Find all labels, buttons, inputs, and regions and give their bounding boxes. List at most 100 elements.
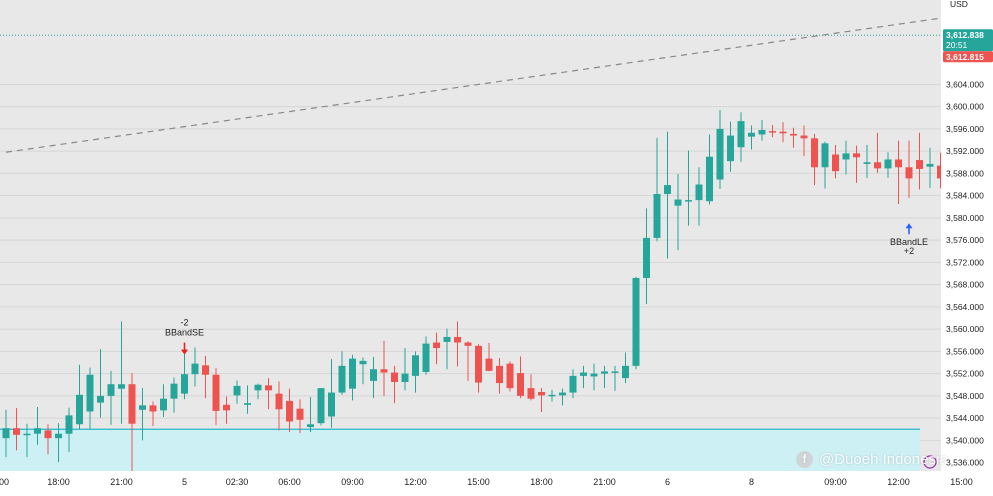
y-tick-label: 3,568.000: [946, 280, 984, 290]
x-tick-label: 6: [665, 477, 670, 487]
candle: [507, 361, 514, 391]
candle-body: [675, 200, 682, 206]
candle-body: [34, 428, 41, 434]
candle-body: [570, 376, 577, 393]
candle-body: [538, 392, 545, 395]
candle-body: [759, 130, 766, 134]
x-tick-label: 09:00: [341, 477, 364, 487]
candle-body: [528, 388, 535, 399]
candle-body: [895, 159, 902, 167]
y-tick-label: 3,604.000: [946, 79, 984, 89]
watermark: f @Duoeh Indonesia: [796, 449, 948, 469]
support-zone: [0, 429, 920, 471]
candle-body: [339, 366, 346, 393]
x-tick-label: 18:00: [530, 477, 553, 487]
candle-body: [906, 167, 913, 178]
candle-body: [843, 153, 850, 159]
candle-body: [13, 428, 20, 435]
candle-body: [580, 373, 587, 376]
candle-body: [454, 337, 461, 343]
x-tick-label: 8: [749, 477, 754, 487]
y-tick-label: 3,536.000: [946, 458, 984, 468]
candle-body: [927, 164, 934, 167]
candle-body: [402, 374, 409, 382]
candle-body: [118, 384, 125, 388]
candle-body: [286, 401, 293, 422]
countdown-timer: 20:51: [946, 40, 968, 50]
candle-body: [423, 344, 430, 372]
candle-body: [412, 355, 419, 376]
candle-body: [885, 159, 892, 168]
y-tick-label: 3,572.000: [946, 257, 984, 267]
current-price-value: 3,612.838: [946, 30, 984, 40]
candle-body: [129, 384, 136, 423]
candle-body: [66, 415, 73, 433]
candle-body: [748, 133, 755, 137]
candle-body: [76, 395, 83, 424]
candle-body: [517, 373, 524, 396]
x-tick-label: 21:00: [593, 477, 616, 487]
candle-body: [801, 136, 808, 139]
y-tick-label: 3,584.000: [946, 191, 984, 201]
y-tick-label: 3,540.000: [946, 435, 984, 445]
candle-body: [622, 366, 629, 378]
candle-body: [738, 121, 745, 147]
candle-body: [181, 374, 188, 393]
candle-body: [664, 185, 671, 194]
candle-body: [297, 409, 304, 420]
candle-body: [444, 337, 451, 342]
candle-body: [244, 403, 251, 405]
y-tick-label: 3,556.000: [946, 346, 984, 356]
y-tick-label: 3,552.000: [946, 369, 984, 379]
y-tick-label: 3,548.000: [946, 391, 984, 401]
candle-body: [717, 129, 724, 180]
candle-body: [916, 160, 923, 169]
candle-body: [591, 374, 598, 377]
x-tick-label: 12:00: [887, 477, 910, 487]
candle-body: [780, 132, 787, 134]
candle-body: [811, 138, 818, 167]
candle-body: [706, 157, 713, 202]
candle-body: [192, 364, 199, 375]
candle-body: [234, 386, 241, 395]
candle-body: [265, 385, 272, 390]
y-tick-label: 3,580.000: [946, 213, 984, 223]
y-tick-label: 3,560.000: [946, 324, 984, 334]
candle-body: [45, 430, 52, 438]
x-tick-label: 06:00: [278, 477, 301, 487]
x-tick-label: 21:00: [110, 477, 133, 487]
plot-area: [0, 0, 941, 471]
candle-body: [24, 434, 31, 436]
y-tick-label: 3,588.000: [946, 168, 984, 178]
candle-body: [349, 359, 356, 389]
candle-body: [685, 200, 692, 202]
y-tick-label: 3,564.000: [946, 302, 984, 312]
x-tick-label: 5: [182, 477, 187, 487]
candle-body: [507, 364, 514, 388]
candle-body: [486, 359, 493, 371]
x-tick-label: 15:00: [467, 477, 490, 487]
candle-body: [612, 371, 619, 373]
candle-body: [213, 375, 220, 411]
candle-body: [171, 384, 178, 399]
candle-body: [97, 396, 104, 403]
candle-body: [360, 361, 367, 364]
candle-body: [549, 395, 556, 397]
candle-body: [769, 131, 776, 133]
candle-body: [370, 369, 377, 381]
candle-body: [874, 162, 881, 168]
candle-body: [601, 371, 608, 373]
x-tick-label: 18:00: [47, 477, 70, 487]
watermark-text: @Duoeh Indonesia: [819, 451, 948, 468]
candle-body: [150, 405, 157, 411]
candle-body: [391, 373, 398, 382]
candle-body: [864, 162, 871, 164]
candle-body: [853, 153, 860, 157]
y-tick-label: 3,600.000: [946, 102, 984, 112]
candle-body: [255, 385, 262, 391]
signal-qty: +2: [904, 246, 914, 256]
candle-body: [654, 194, 661, 238]
y-tick-label: 3,596.000: [946, 124, 984, 134]
